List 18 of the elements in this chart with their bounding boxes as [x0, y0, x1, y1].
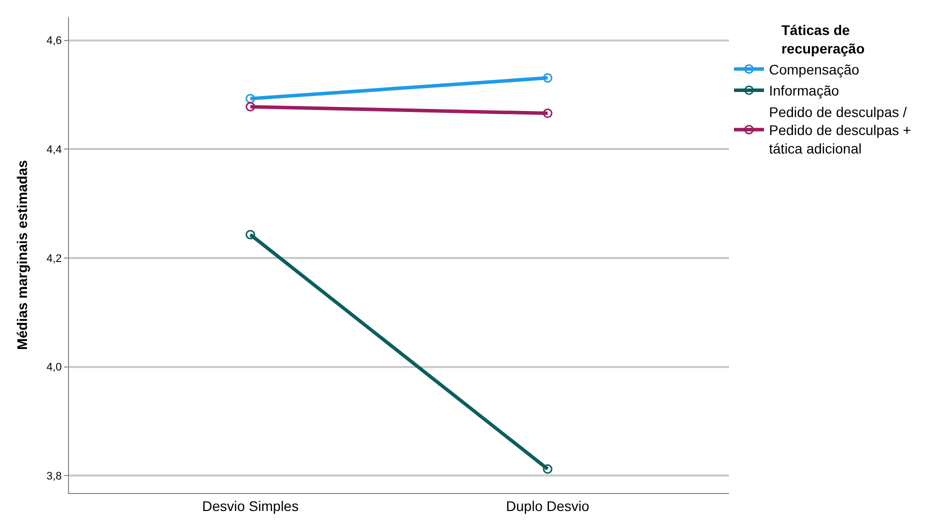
- point: [246, 230, 256, 240]
- x-tick-label: Desvio Simples: [202, 498, 299, 514]
- y-tick-label: 4,0: [46, 362, 62, 374]
- legend-label: Compensação: [769, 61, 860, 78]
- y-axis-title: Médias marginais estimadas: [14, 160, 30, 350]
- legend-title: Táticas de recuperação: [781, 22, 865, 56]
- legend-label: Pedido de desculpas / Pedido de desculpas + tática adicional: [769, 104, 912, 156]
- point: [246, 102, 256, 112]
- y-tick-label: 4,4: [46, 144, 62, 156]
- x-tick-label: Duplo Desvio: [506, 498, 590, 514]
- point: [246, 94, 256, 104]
- y-tick-label: 3,8: [46, 470, 62, 482]
- y-tick-label: 4,2: [46, 252, 62, 265]
- legend-label: Informação: [769, 82, 840, 99]
- point: [542, 108, 552, 118]
- point: [542, 464, 552, 474]
- y-tick-label: 4,6: [46, 35, 62, 48]
- point: [542, 73, 552, 83]
